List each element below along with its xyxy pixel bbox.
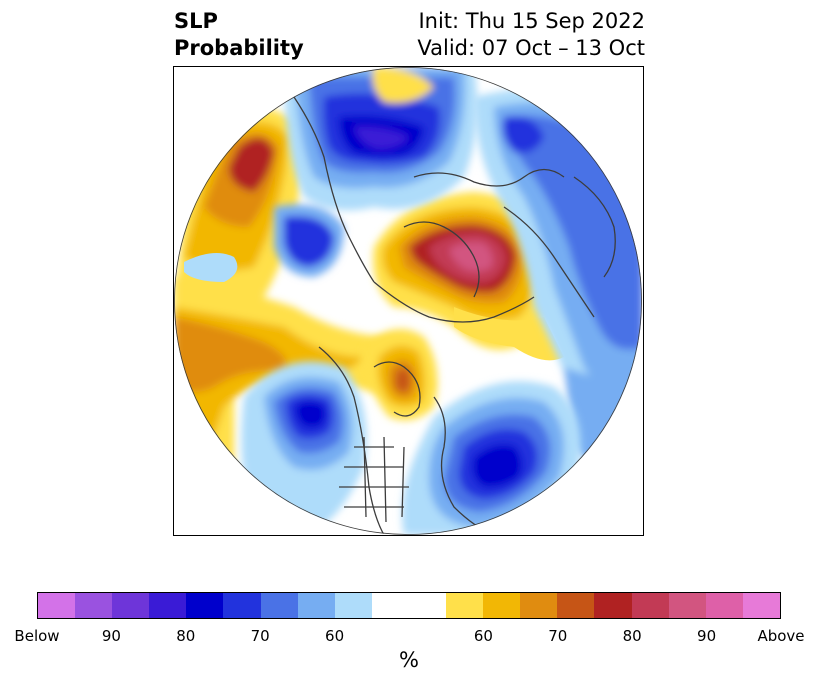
probability-map bbox=[173, 66, 644, 536]
colorbar-segment bbox=[446, 593, 484, 618]
colorbar-tick-label: 70 bbox=[548, 627, 568, 645]
colorbar-segment bbox=[112, 593, 150, 618]
colorbar-segment bbox=[668, 593, 706, 618]
colorbar-segment bbox=[297, 593, 335, 618]
coastlines bbox=[293, 96, 616, 535]
colorbar-tick-label: Above bbox=[757, 627, 805, 645]
colorbar-tick-label: 70 bbox=[250, 627, 270, 645]
colorbar-tick-label: 90 bbox=[697, 627, 717, 645]
colorbar-segment bbox=[742, 593, 780, 618]
map-dates: Init: Thu 15 Sep 2022 Valid: 07 Oct – 13… bbox=[417, 8, 645, 62]
colorbar-scale bbox=[37, 592, 781, 619]
colorbar-segment bbox=[631, 593, 669, 618]
map-title: SLP Probability bbox=[174, 8, 304, 62]
map-boundary bbox=[174, 67, 642, 535]
colorbar-unit: % bbox=[399, 648, 419, 672]
hudson-bay-high-region bbox=[364, 329, 438, 421]
gulf-of-alaska-low-region bbox=[241, 361, 367, 535]
colorbar-tick-label: 80 bbox=[622, 627, 642, 645]
colorbar-segment bbox=[594, 593, 632, 618]
map-canvas bbox=[174, 67, 642, 535]
title-variable: SLP bbox=[174, 9, 218, 33]
colorbar-segment bbox=[557, 593, 595, 618]
valid-period: Valid: 07 Oct – 13 Oct bbox=[417, 36, 645, 60]
title-product: Probability bbox=[174, 36, 304, 60]
colorbar bbox=[37, 592, 781, 619]
siberia-low-region bbox=[274, 67, 478, 277]
pacific-blue-patch bbox=[184, 253, 238, 282]
colorbar-segment bbox=[520, 593, 558, 618]
colorbar-tick-label: 80 bbox=[176, 627, 196, 645]
colorbar-tick-label: 60 bbox=[473, 627, 493, 645]
colorbar-tick-label: 90 bbox=[101, 627, 121, 645]
colorbar-segment bbox=[371, 593, 447, 618]
colorbar-tick-label: Below bbox=[14, 627, 60, 645]
colorbar-segment bbox=[260, 593, 298, 618]
colorbar-segment bbox=[705, 593, 743, 618]
colorbar-segment bbox=[186, 593, 224, 618]
colorbar-tick-label: 60 bbox=[325, 627, 345, 645]
colorbar-segment bbox=[223, 593, 261, 618]
colorbar-segment bbox=[75, 593, 113, 618]
init-date: Init: Thu 15 Sep 2022 bbox=[418, 9, 645, 33]
colorbar-segment bbox=[149, 593, 187, 618]
colorbar-segment bbox=[38, 593, 76, 618]
colorbar-segment bbox=[334, 593, 372, 618]
colorbar-segment bbox=[483, 593, 521, 618]
